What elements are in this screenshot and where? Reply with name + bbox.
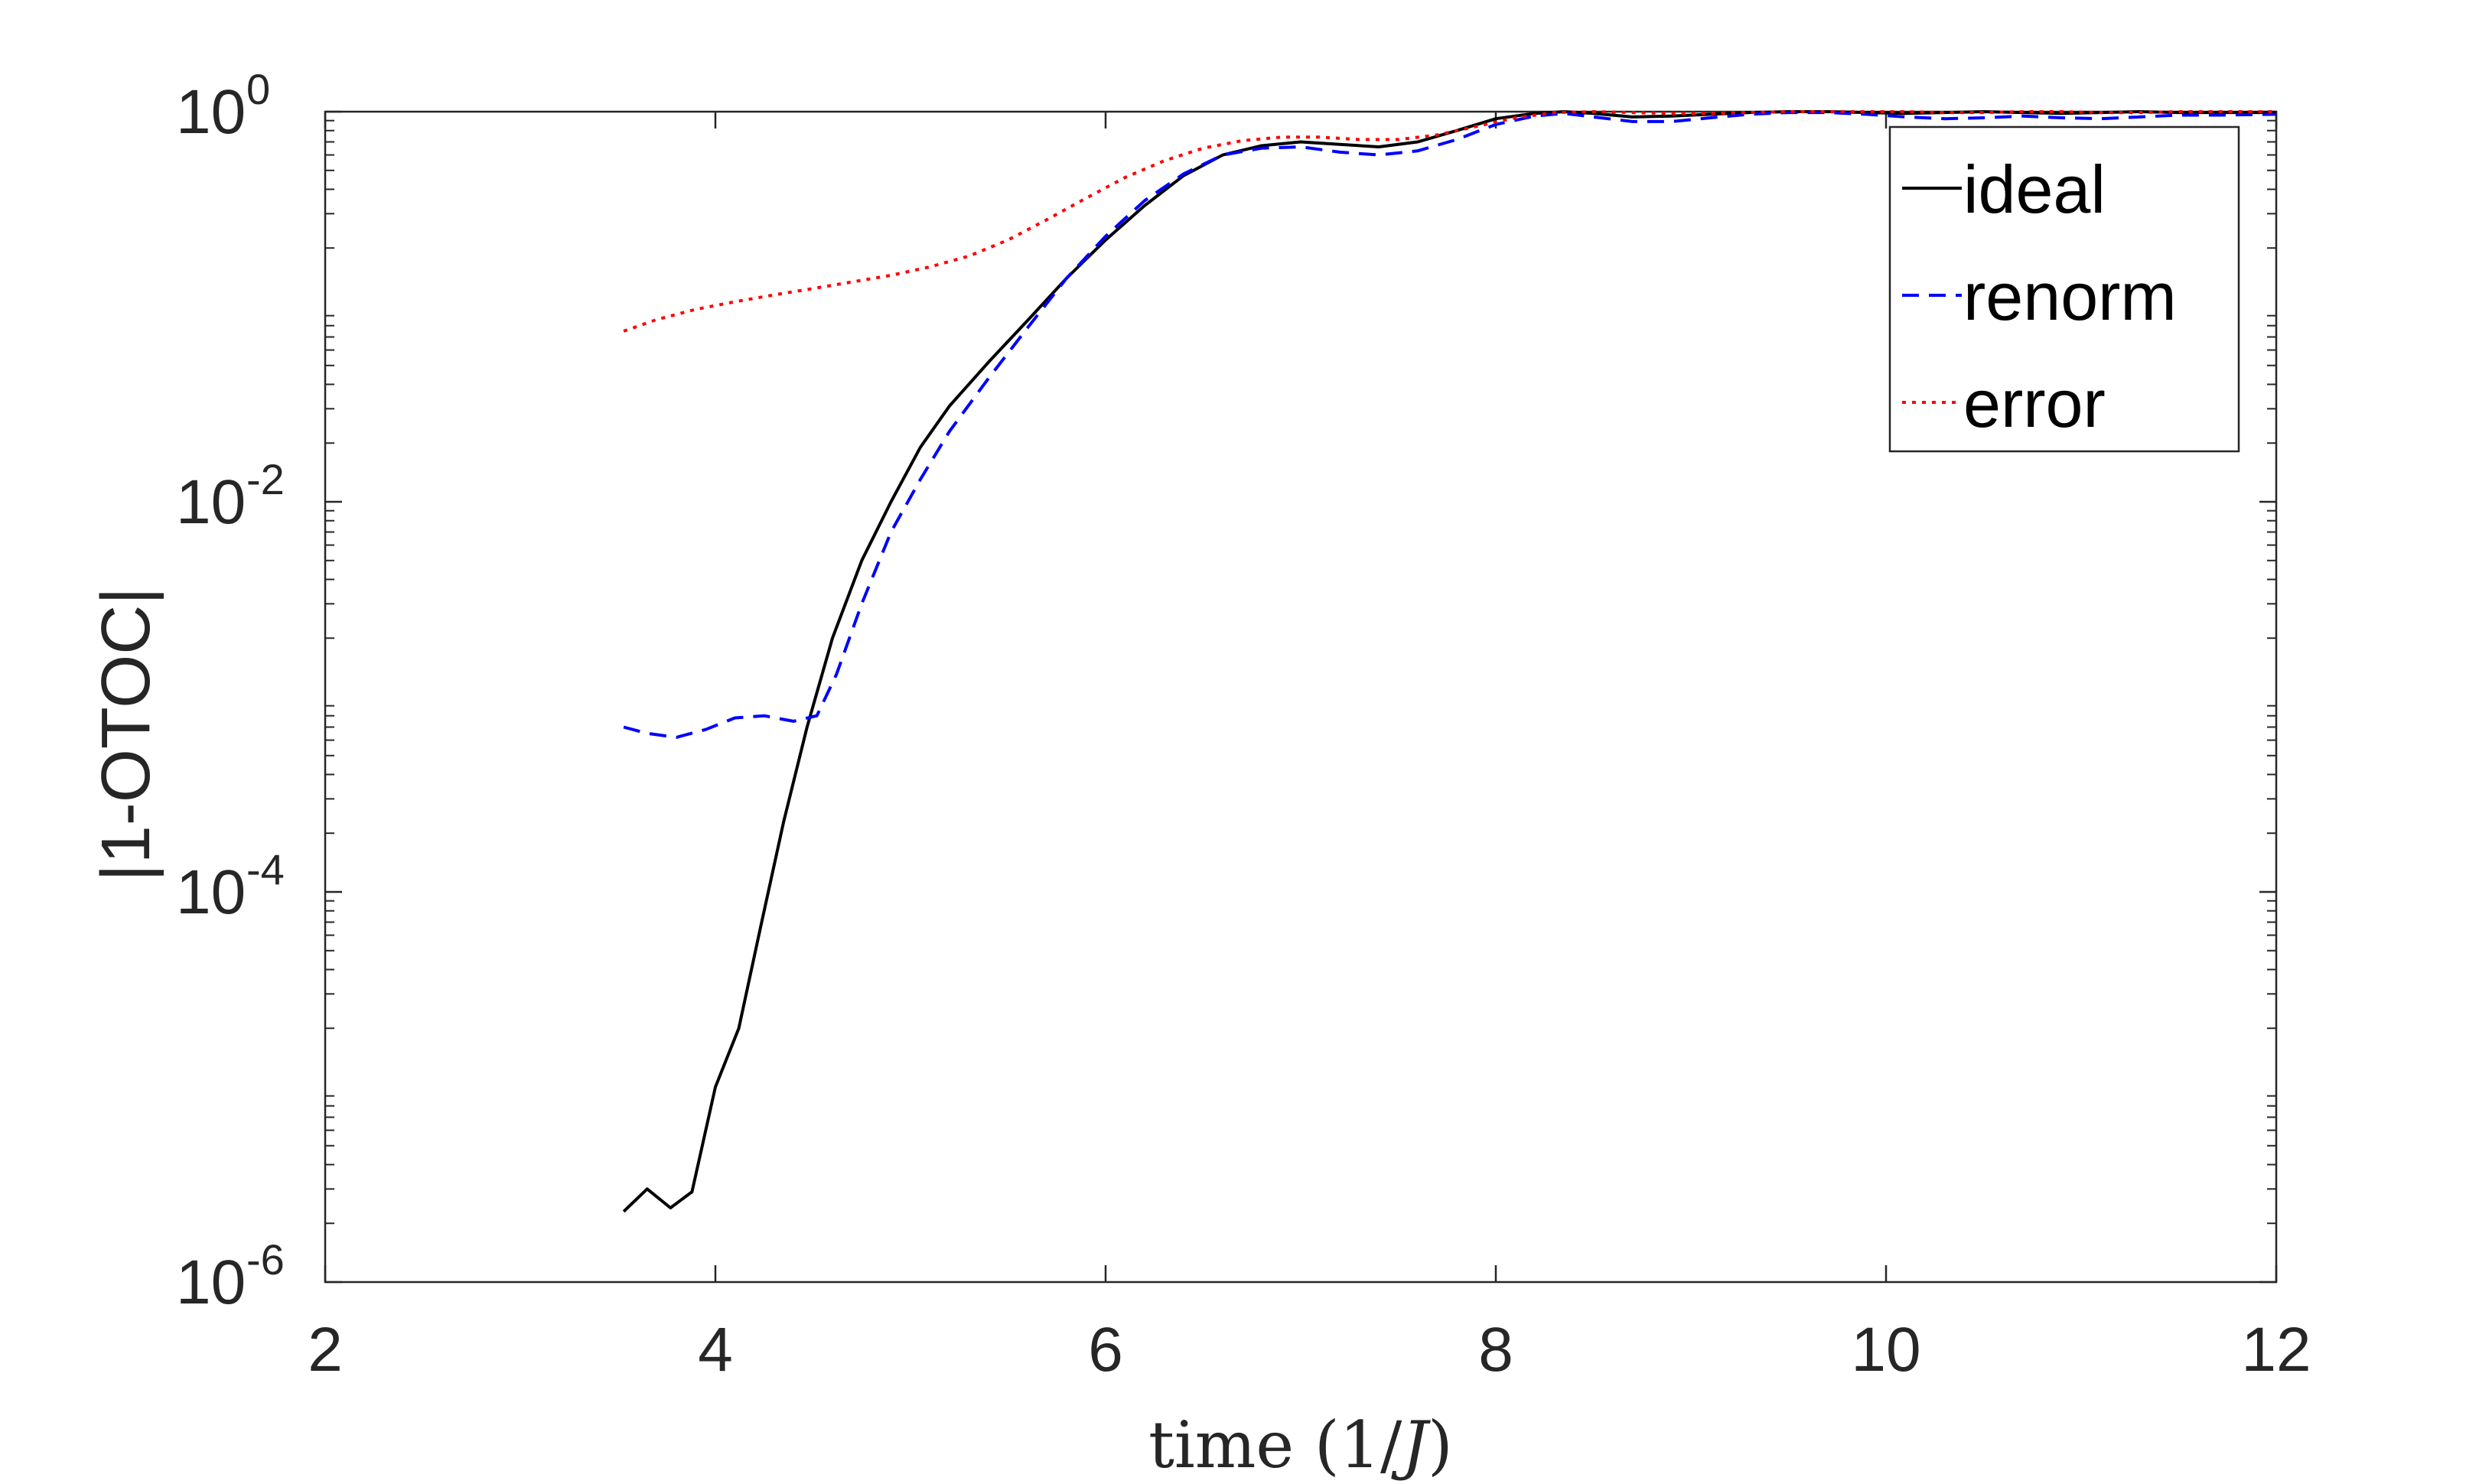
x-tick-label: 2 bbox=[308, 1315, 343, 1385]
y-tick-exponent: -4 bbox=[246, 845, 285, 893]
y-tick-label: 10 -6 bbox=[176, 1235, 285, 1317]
x-tick-label: 10 bbox=[1851, 1315, 1920, 1385]
y-tick-exponent: -2 bbox=[246, 455, 285, 503]
plot-frame bbox=[324, 110, 2278, 1284]
x-axis-label-variable: J bbox=[1390, 1408, 1431, 1482]
x-tick-label: 6 bbox=[1088, 1315, 1123, 1385]
legend: ideal renorm error bbox=[1888, 125, 2240, 453]
x-tick-label: 8 bbox=[1478, 1315, 1513, 1385]
series-lines bbox=[622, 110, 2277, 1213]
x-tick-label: 4 bbox=[698, 1315, 733, 1385]
legend-box bbox=[1888, 125, 2240, 453]
y-tick-label: 10 0 bbox=[176, 65, 270, 147]
y-tick-label: 10 -2 bbox=[176, 455, 285, 537]
y-tick-base: 10 bbox=[176, 858, 246, 927]
series-line-error bbox=[623, 110, 2276, 333]
series-line-renorm bbox=[623, 111, 2277, 739]
legend-label-renorm: renorm bbox=[1963, 259, 2177, 334]
y-tick-base: 10 bbox=[176, 77, 246, 147]
legend-label-ideal: ideal bbox=[1963, 151, 2106, 227]
y-tick-label: 10 -4 bbox=[176, 845, 285, 927]
x-axis-label: time (1/J) bbox=[1148, 1408, 1453, 1482]
legend-label-error: error bbox=[1963, 366, 2106, 441]
x-tick-label: 12 bbox=[2241, 1315, 2311, 1385]
y-tick-base: 10 bbox=[176, 467, 246, 537]
y-tick-exponent: 0 bbox=[246, 65, 270, 113]
y-axis-label: |1-OTOC| bbox=[88, 587, 165, 881]
y-tick-exponent: -6 bbox=[246, 1235, 285, 1284]
y-tick-base: 10 bbox=[176, 1248, 246, 1317]
